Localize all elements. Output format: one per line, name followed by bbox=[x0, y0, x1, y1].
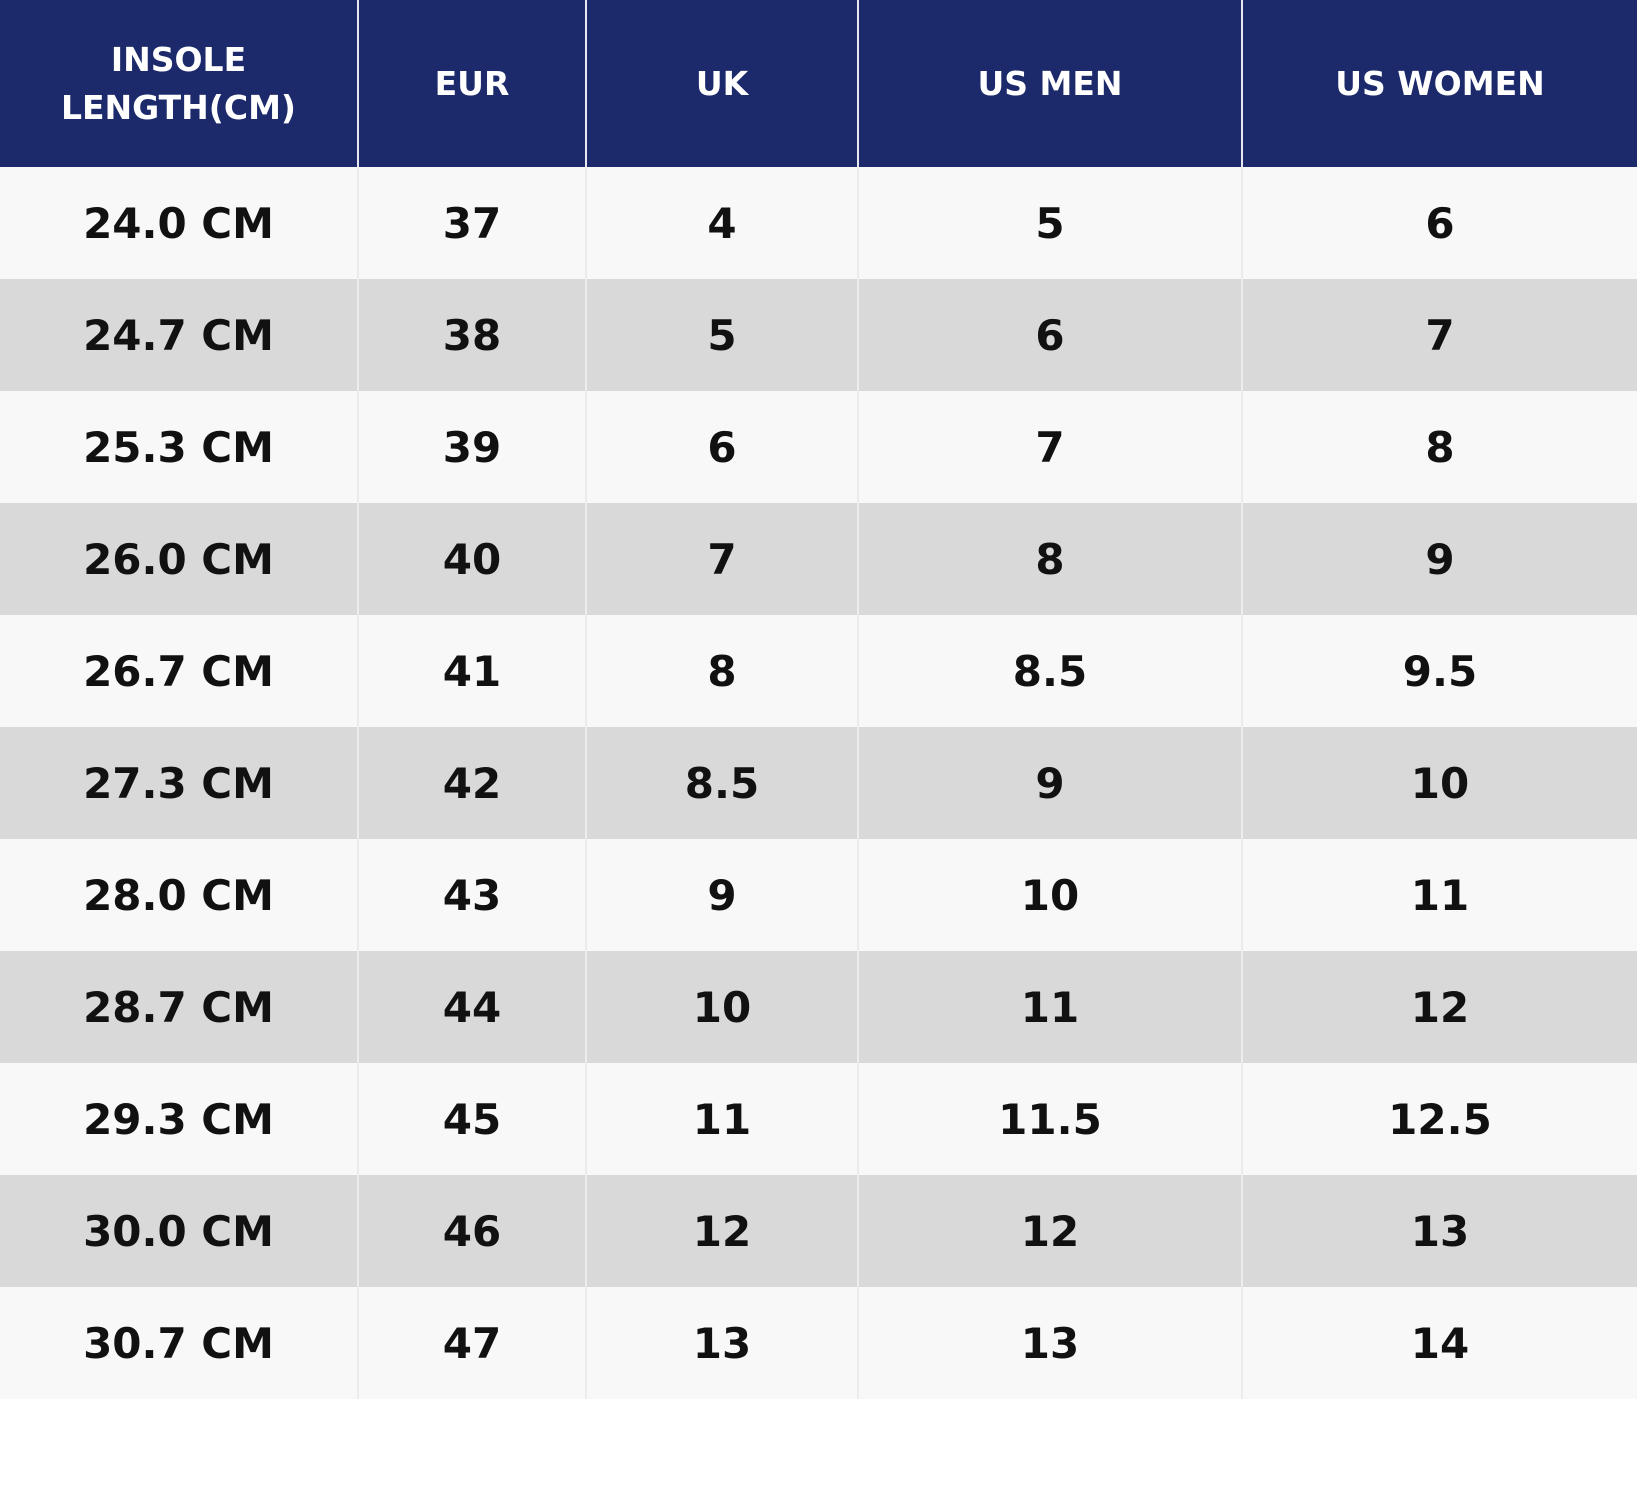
header-row: INSOLE LENGTH(CM) EUR UK US MEN US WOMEN bbox=[0, 0, 1637, 167]
table-cell: 8 bbox=[1241, 391, 1637, 503]
table-cell: 7 bbox=[857, 391, 1242, 503]
table-cell: 4 bbox=[585, 167, 858, 279]
table-row: 30.0 CM 46 12 12 13 bbox=[0, 1175, 1637, 1287]
table-row: 26.0 CM 40 7 8 9 bbox=[0, 503, 1637, 615]
table-cell: 9 bbox=[857, 727, 1242, 839]
table-cell: 27.3 CM bbox=[0, 727, 358, 839]
column-header: US WOMEN bbox=[1241, 0, 1637, 167]
table-cell: 45 bbox=[357, 1063, 586, 1175]
table-row: 28.7 CM 44 10 11 12 bbox=[0, 951, 1637, 1063]
table-header: INSOLE LENGTH(CM) EUR UK US MEN US WOMEN bbox=[0, 0, 1637, 167]
table-row: 30.7 CM 47 13 13 14 bbox=[0, 1287, 1637, 1399]
table-cell: 9 bbox=[585, 839, 858, 951]
table-body: 24.0 CM 37 4 5 6 24.7 CM 38 5 6 7 25.3 CM 39 6 7 8 26.0… bbox=[0, 167, 1637, 1399]
table-cell: 11.5 bbox=[857, 1063, 1242, 1175]
table-row: 27.3 CM 42 8.5 9 10 bbox=[0, 727, 1637, 839]
table-cell: 42 bbox=[357, 727, 586, 839]
column-header: EUR bbox=[357, 0, 586, 167]
table-cell: 38 bbox=[357, 279, 586, 391]
table-cell: 43 bbox=[357, 839, 586, 951]
table-cell: 8.5 bbox=[857, 615, 1242, 727]
table-cell: 9 bbox=[1241, 503, 1637, 615]
table-cell: 13 bbox=[585, 1287, 858, 1399]
table-row: 26.7 CM 41 8 8.5 9.5 bbox=[0, 615, 1637, 727]
table-row: 24.0 CM 37 4 5 6 bbox=[0, 167, 1637, 279]
table-cell: 13 bbox=[1241, 1175, 1637, 1287]
table-cell: 30.0 CM bbox=[0, 1175, 358, 1287]
size-table: INSOLE LENGTH(CM) EUR UK US MEN US WOMEN 24.… bbox=[0, 0, 1637, 1399]
table-cell: 6 bbox=[857, 279, 1242, 391]
table-cell: 30.7 CM bbox=[0, 1287, 358, 1399]
table-cell: 28.7 CM bbox=[0, 951, 358, 1063]
table-row: 29.3 CM 45 11 11.5 12.5 bbox=[0, 1063, 1637, 1175]
table-cell: 24.7 CM bbox=[0, 279, 358, 391]
table-cell: 14 bbox=[1241, 1287, 1637, 1399]
column-header: UK bbox=[585, 0, 858, 167]
table-row: 25.3 CM 39 6 7 8 bbox=[0, 391, 1637, 503]
table-cell: 40 bbox=[357, 503, 586, 615]
table-cell: 26.7 CM bbox=[0, 615, 358, 727]
table-cell: 37 bbox=[357, 167, 586, 279]
table-cell: 11 bbox=[857, 951, 1242, 1063]
table-cell: 44 bbox=[357, 951, 586, 1063]
table-cell: 8.5 bbox=[585, 727, 858, 839]
column-header: INSOLE LENGTH(CM) bbox=[0, 0, 358, 167]
table-cell: 41 bbox=[357, 615, 586, 727]
table-row: 28.0 CM 43 9 10 11 bbox=[0, 839, 1637, 951]
table-cell: 5 bbox=[857, 167, 1242, 279]
table-cell: 11 bbox=[585, 1063, 858, 1175]
table-cell: 28.0 CM bbox=[0, 839, 358, 951]
table-cell: 8 bbox=[585, 615, 858, 727]
column-header: US MEN bbox=[857, 0, 1242, 167]
table-cell: 8 bbox=[857, 503, 1242, 615]
table-cell: 10 bbox=[857, 839, 1242, 951]
table-cell: 9.5 bbox=[1241, 615, 1637, 727]
table-cell: 7 bbox=[585, 503, 858, 615]
table-cell: 29.3 CM bbox=[0, 1063, 358, 1175]
table-cell: 47 bbox=[357, 1287, 586, 1399]
table-cell: 12 bbox=[857, 1175, 1242, 1287]
table-cell: 46 bbox=[357, 1175, 586, 1287]
table-cell: 10 bbox=[1241, 727, 1637, 839]
table-cell: 12 bbox=[1241, 951, 1637, 1063]
table-cell: 11 bbox=[1241, 839, 1637, 951]
table-cell: 12.5 bbox=[1241, 1063, 1637, 1175]
table-cell: 10 bbox=[585, 951, 858, 1063]
table-cell: 6 bbox=[1241, 167, 1637, 279]
table-cell: 7 bbox=[1241, 279, 1637, 391]
table-cell: 25.3 CM bbox=[0, 391, 358, 503]
table-cell: 24.0 CM bbox=[0, 167, 358, 279]
table-cell: 13 bbox=[857, 1287, 1242, 1399]
table-cell: 12 bbox=[585, 1175, 858, 1287]
table-cell: 26.0 CM bbox=[0, 503, 358, 615]
table-cell: 6 bbox=[585, 391, 858, 503]
table-cell: 5 bbox=[585, 279, 858, 391]
table-cell: 39 bbox=[357, 391, 586, 503]
table-row: 24.7 CM 38 5 6 7 bbox=[0, 279, 1637, 391]
